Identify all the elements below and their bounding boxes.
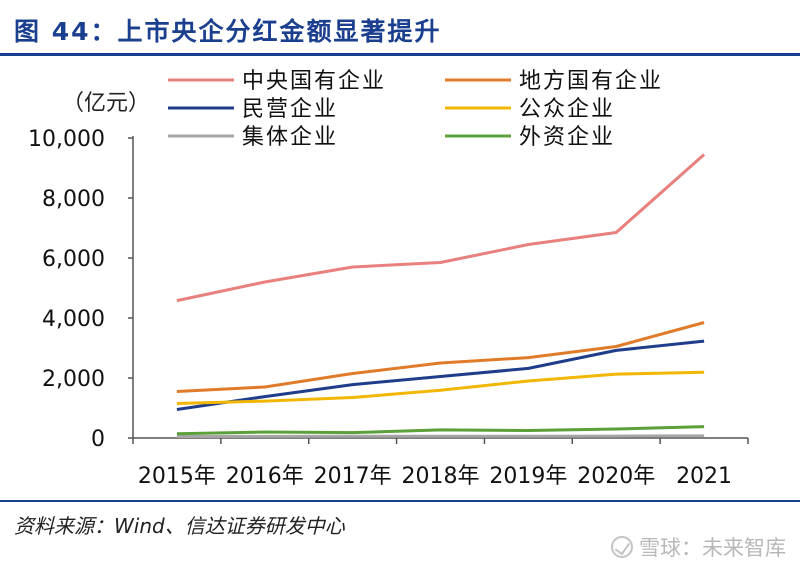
series-line	[176, 339, 705, 411]
legend-label: 地方国有企业	[519, 69, 663, 94]
watermark: 雪球：未来智库	[611, 532, 786, 562]
series-line	[176, 434, 705, 438]
legend-label: 中央国有企业	[242, 69, 386, 94]
x-tick-label: 2019年	[489, 464, 567, 489]
y-tick-label: 4,000	[42, 307, 105, 332]
x-tick-label: 2020年	[577, 464, 655, 489]
watermark-text: 雪球：未来智库	[639, 536, 786, 560]
source-note: 资料来源：Wind、信达证券研发中心	[14, 514, 345, 538]
x-tick-label: 2021	[676, 464, 732, 489]
series-line	[176, 153, 706, 303]
y-tick-label: 2,000	[42, 367, 105, 392]
legend-label: 民营企业	[242, 97, 338, 122]
legend-label: 外资企业	[519, 125, 615, 150]
series-line	[176, 370, 705, 405]
x-tick-label: 2016年	[226, 464, 304, 489]
legend-label: 集体企业	[242, 125, 338, 150]
x-axis: 2015年 2016年 2017年 2018年 2019年 2020年 2021	[132, 437, 749, 489]
y-tick-label: 0	[91, 427, 105, 452]
series-line	[176, 425, 705, 436]
y-tick-label: 8,000	[42, 187, 105, 212]
source-bar: 资料来源：Wind、信达证券研发中心 雪球：未来智库	[0, 500, 800, 570]
title-bar: 图 44：上市央企分红金额显著提升	[0, 0, 800, 56]
series-lines	[176, 153, 706, 438]
y-tick-label: 10,000	[28, 127, 105, 152]
legend-label: 公众企业	[519, 97, 615, 122]
x-tick-label: 2017年	[314, 464, 392, 489]
chart-title: 图 44：上市央企分红金额显著提升	[14, 17, 442, 46]
x-tick-label: 2018年	[402, 464, 480, 489]
x-tick-label: 2015年	[138, 464, 216, 489]
snowball-logo-icon	[611, 536, 633, 558]
y-axis: 0 2,000 4,000 6,000 8,000 10,000	[28, 127, 134, 452]
y-tick-label: 6,000	[42, 247, 105, 272]
series-line	[176, 321, 705, 393]
y-unit-label: （亿元）	[62, 91, 150, 116]
